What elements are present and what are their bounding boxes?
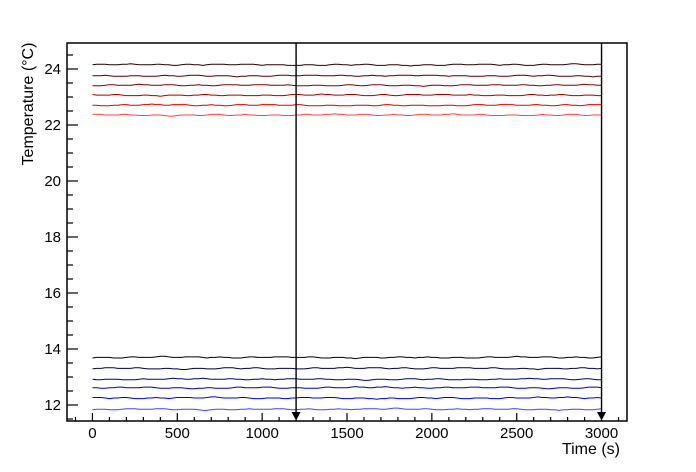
y-tick-label-14: 14 [44, 341, 61, 358]
series-line-warm-2 [92, 74, 602, 78]
x-tick-label-2500: 2500 [500, 425, 533, 442]
series-line-cold-1 [92, 355, 602, 360]
time-marker-3000s [597, 43, 607, 421]
series-line-warm-6 [92, 113, 602, 117]
x-tick-label-500: 500 [165, 425, 190, 442]
series-line-warm-4 [92, 93, 602, 97]
series-line-cold-6 [92, 407, 602, 411]
time-marker-1200s [291, 43, 301, 421]
y-tick-label-22: 22 [44, 117, 61, 134]
series-line-cold-4 [92, 386, 602, 390]
x-axis-title: Time (s) [562, 441, 620, 458]
y-tick-label-20: 20 [44, 173, 61, 190]
series-line-cold-2 [92, 366, 602, 370]
series-line-cold-3 [92, 377, 602, 381]
series-line-warm-3 [92, 83, 602, 87]
series-line-warm-1 [92, 63, 602, 67]
x-tick-label-1000: 1000 [245, 425, 278, 442]
series-line-warm-5 [92, 103, 602, 107]
series-line-cold-5 [92, 396, 602, 400]
y-tick-label-24: 24 [44, 61, 61, 78]
x-tick-label-1500: 1500 [330, 425, 363, 442]
y-tick-label-12: 12 [44, 397, 61, 414]
y-tick-label-18: 18 [44, 229, 61, 246]
plot-frame [66, 42, 628, 422]
x-tick-label-3000: 3000 [585, 425, 618, 442]
down-arrowhead-icon [291, 412, 301, 421]
x-tick-label-0: 0 [88, 425, 96, 442]
x-tick-label-2000: 2000 [415, 425, 448, 442]
y-axis-title: Temperature (°C) [20, 43, 37, 166]
y-tick-label-16: 16 [44, 285, 61, 302]
